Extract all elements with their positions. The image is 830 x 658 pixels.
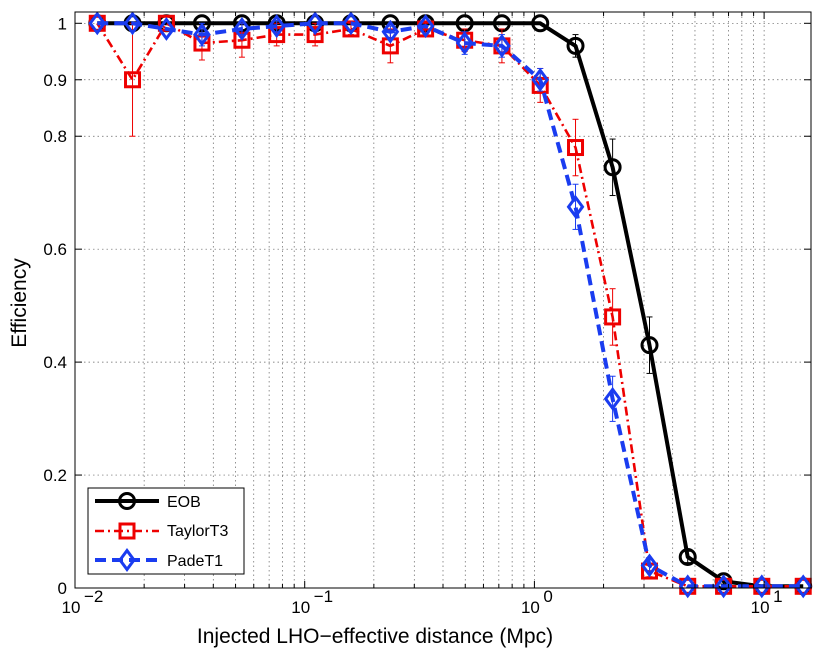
data-point	[603, 158, 622, 177]
x-tick-label-exponent: 0	[543, 587, 552, 606]
data-point	[416, 14, 435, 39]
data-point	[714, 574, 733, 599]
data-point	[567, 139, 585, 157]
y-tick-label: 0.8	[43, 127, 67, 146]
data-point	[455, 31, 474, 56]
y-tick-label: 1	[58, 14, 67, 33]
data-point	[678, 574, 697, 599]
data-point	[640, 336, 659, 355]
series-padet1	[88, 11, 813, 599]
data-point	[118, 492, 136, 510]
data-point	[342, 11, 360, 36]
data-point	[306, 26, 324, 44]
y-tick-label: 0.4	[43, 353, 67, 372]
data-point	[794, 574, 813, 599]
data-point	[752, 574, 771, 599]
data-point	[118, 548, 136, 572]
series-layer	[88, 11, 813, 599]
y-tick-label: 0.9	[43, 71, 67, 90]
data-point	[123, 11, 142, 36]
y-tick-label: 0	[58, 579, 67, 598]
data-point	[124, 71, 142, 89]
legend: EOB TaylorT3 PadeT1	[87, 487, 245, 575]
data-point	[640, 553, 659, 578]
data-point	[531, 67, 550, 92]
x-tick-label: 10	[62, 598, 81, 617]
x-tick-label-exponent: −1	[314, 587, 333, 606]
data-point	[267, 14, 286, 39]
data-point	[678, 547, 697, 566]
x-tick-label: 10	[751, 598, 770, 617]
data-point	[233, 16, 251, 41]
x-tick-label: 10	[521, 598, 540, 617]
legend-entry-taylort3: TaylorT3	[167, 523, 228, 540]
data-point	[603, 386, 622, 411]
y-axis-title: Efficiency	[8, 258, 31, 348]
data-point	[566, 36, 585, 55]
data-point	[118, 522, 136, 540]
grid-lines	[74, 12, 811, 588]
x-tick-label: 10	[291, 598, 310, 617]
x-axis-title: Injected LHO−effective distance (Mpc)	[197, 625, 553, 648]
data-point	[306, 11, 324, 36]
legend-swatches	[95, 492, 159, 572]
data-point	[88, 11, 107, 36]
y-tick-label: 0.6	[43, 240, 67, 259]
x-tick-label-exponent: −2	[84, 587, 103, 606]
data-point	[493, 33, 511, 58]
legend-entry-padet1: PadeT1	[167, 553, 223, 570]
data-point	[157, 16, 176, 41]
y-tick-label: 0.2	[43, 466, 67, 485]
data-point	[381, 19, 400, 44]
legend-entry-eob: EOB	[167, 494, 201, 511]
data-point	[193, 22, 211, 47]
data-point	[604, 308, 622, 326]
x-tick-label-exponent: 1	[773, 587, 782, 606]
data-point	[531, 14, 550, 33]
data-point	[566, 194, 585, 219]
